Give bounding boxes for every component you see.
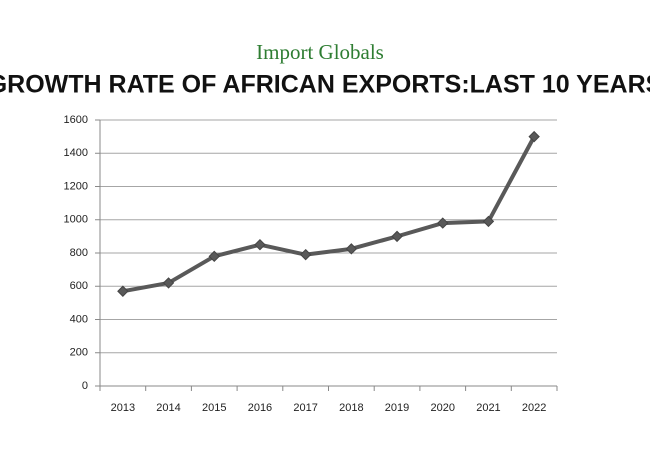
marker (437, 217, 449, 229)
y-tick-label: 800 (70, 247, 88, 259)
x-tick-label: 2015 (202, 402, 226, 414)
marker (208, 250, 220, 263)
y-tick-label: 1400 (64, 147, 88, 159)
x-tick-label: 2018 (339, 402, 363, 414)
x-tick-label: 2022 (522, 402, 546, 414)
chart-title: GROWTH RATE OF AFRICAN EXPORTS:LAST 10 Y… (0, 71, 650, 99)
marker (254, 238, 266, 251)
marker (528, 130, 540, 143)
y-tick-label: 0 (82, 380, 88, 392)
y-tick-label: 1000 (64, 214, 88, 226)
x-tick-label: 2019 (385, 402, 409, 414)
y-tick-label: 600 (70, 280, 88, 292)
x-tick-label: 2021 (476, 402, 500, 414)
y-tick-label: 400 (70, 313, 88, 325)
marker (482, 215, 495, 228)
x-tick-label: 2014 (156, 402, 180, 414)
marker (391, 230, 403, 243)
y-tick-label: 200 (70, 347, 88, 359)
marker (299, 248, 312, 261)
y-tick-label: 1600 (64, 114, 88, 126)
logo: Import Globals (256, 40, 384, 64)
data-line (122, 135, 536, 294)
marker (345, 243, 358, 255)
y-tick-label: 1200 (64, 180, 88, 192)
x-tick-label: 2016 (248, 402, 272, 414)
x-tick-label: 2020 (431, 402, 455, 414)
x-tick-label: 2013 (111, 402, 135, 414)
marker (162, 277, 175, 289)
x-tick-label: 2017 (293, 402, 317, 414)
marker (117, 285, 129, 297)
